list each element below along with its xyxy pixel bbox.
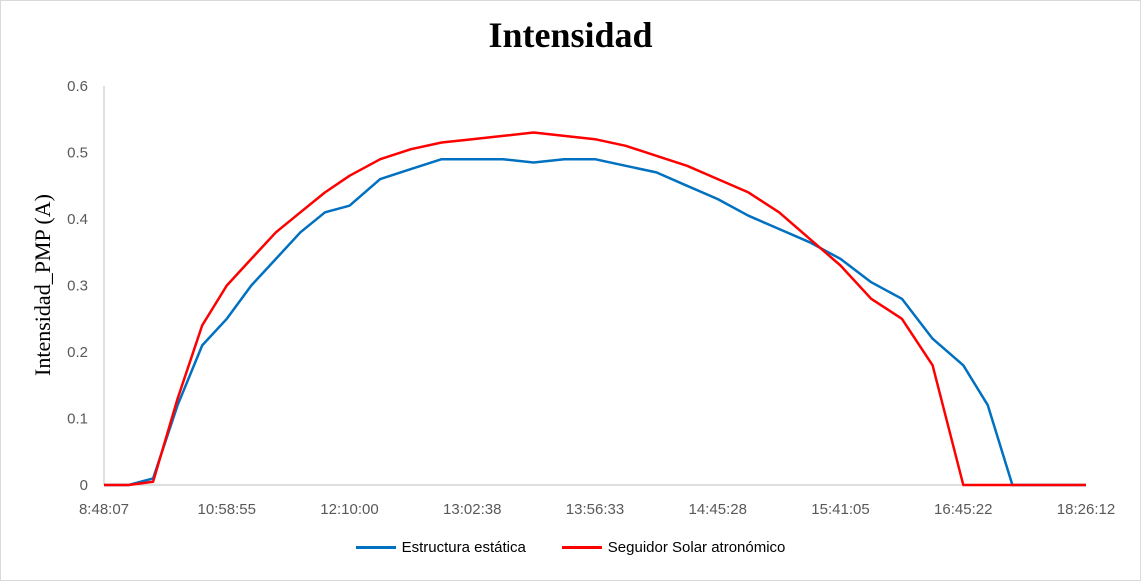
x-tick-label: 12:10:00: [320, 501, 378, 518]
y-tick-label: 0.4: [67, 211, 88, 228]
x-tick-label: 14:45:28: [689, 501, 747, 518]
legend-item-tracker: Seguidor Solar atronómico: [561, 539, 786, 556]
x-tick-label: 13:56:33: [566, 501, 624, 518]
y-tick-label: 0.6: [67, 78, 88, 95]
y-tick-label: 0.5: [67, 145, 88, 162]
y-axis-title: Intensidad_PMP (A): [30, 194, 55, 376]
series-line-1: [104, 131, 1086, 487]
x-tick-label: 18:26:12: [1057, 501, 1115, 518]
x-tick-label: 16:45:22: [934, 501, 992, 518]
series-line-0: [104, 157, 1086, 487]
y-tick-label: 0.1: [67, 411, 88, 428]
chart-title: Intensidad: [488, 15, 653, 55]
series-lines: [104, 131, 1086, 487]
x-tick-label: 8:48:07: [79, 501, 129, 518]
legend-label-tracker: Seguidor Solar atronómico: [607, 539, 786, 556]
legend-item-static: Estructura estática: [355, 539, 526, 556]
legend-label-static: Estructura estática: [401, 539, 526, 556]
y-tick-label: 0.2: [67, 344, 88, 361]
x-tick-label: 10:58:55: [198, 501, 256, 518]
axes: 0 0.1 0.2 0.3 0.4 0.5 0.6 8:48:07 10:58:55 12:10:…: [67, 78, 1115, 518]
legend: Estructura estática Seguidor Solar atron…: [0, 539, 1141, 556]
y-tick-label: 0.3: [67, 278, 88, 295]
x-tick-label: 15:41:05: [811, 501, 869, 518]
y-tick-label: 0: [80, 477, 88, 494]
legend-swatch-tracker: [561, 546, 602, 549]
legend-swatch-static: [355, 546, 396, 549]
x-tick-label: 13:02:38: [443, 501, 501, 518]
